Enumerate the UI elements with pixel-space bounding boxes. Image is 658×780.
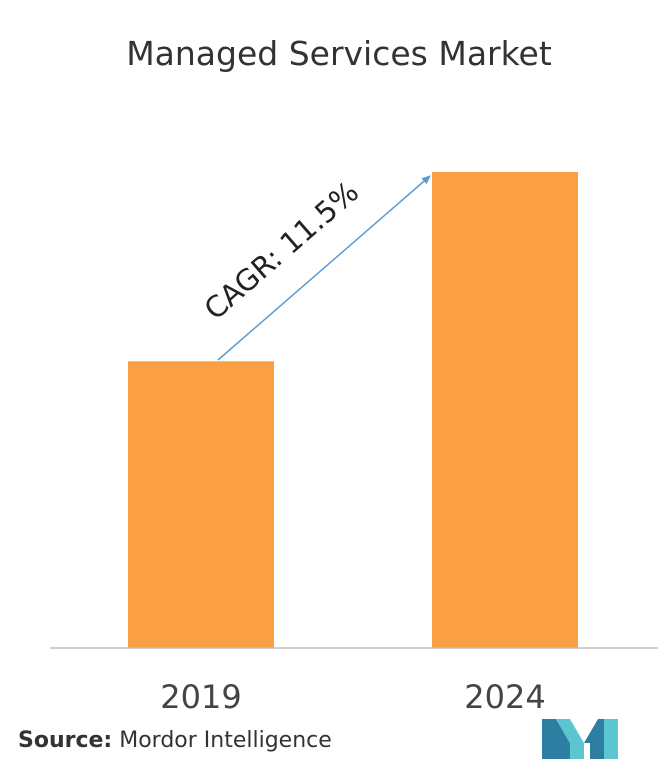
- x-tick-label-2019: 2019: [160, 678, 241, 716]
- chart-title: Managed Services Market: [126, 34, 552, 73]
- bar-2019: [128, 361, 274, 648]
- cagr-arrow: [217, 175, 431, 361]
- bars-group: [128, 172, 578, 648]
- source-prefix: Source:: [18, 728, 113, 753]
- x-tick-labels: 2019 2024: [160, 678, 545, 716]
- source-note: Source: Mordor Intelligence: [18, 728, 332, 753]
- cagr-label: CAGR: 11.5%: [198, 174, 366, 326]
- bar-2024: [432, 172, 578, 648]
- x-tick-label-2024: 2024: [464, 678, 545, 716]
- source-text: Mordor Intelligence: [112, 728, 332, 753]
- mordor-intelligence-logo-icon: [542, 719, 618, 759]
